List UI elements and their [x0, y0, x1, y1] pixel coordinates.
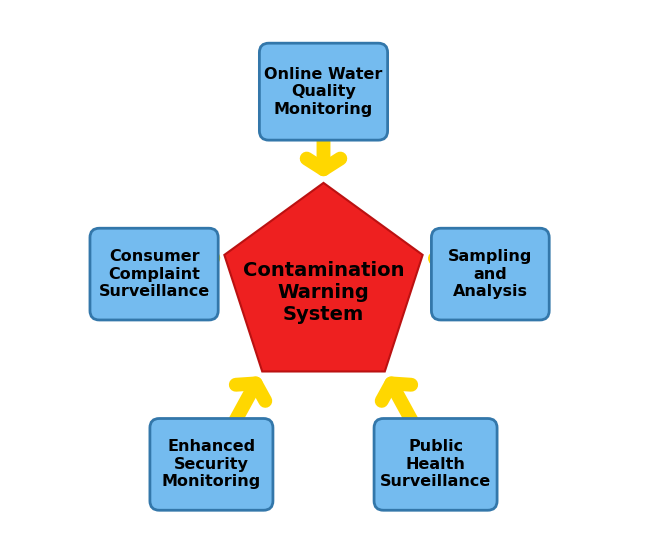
FancyBboxPatch shape: [90, 228, 218, 320]
Polygon shape: [225, 183, 422, 371]
FancyBboxPatch shape: [374, 419, 497, 510]
Text: Enhanced
Security
Monitoring: Enhanced Security Monitoring: [162, 439, 261, 489]
FancyBboxPatch shape: [432, 228, 549, 320]
FancyBboxPatch shape: [259, 43, 388, 140]
Text: Contamination
Warning
System: Contamination Warning System: [243, 261, 404, 324]
Text: Consumer
Complaint
Surveillance: Consumer Complaint Surveillance: [98, 249, 210, 299]
FancyBboxPatch shape: [150, 419, 273, 510]
Text: Sampling
and
Analysis: Sampling and Analysis: [448, 249, 532, 299]
Text: Online Water
Quality
Monitoring: Online Water Quality Monitoring: [265, 67, 382, 117]
Text: Public
Health
Surveillance: Public Health Surveillance: [380, 439, 491, 489]
